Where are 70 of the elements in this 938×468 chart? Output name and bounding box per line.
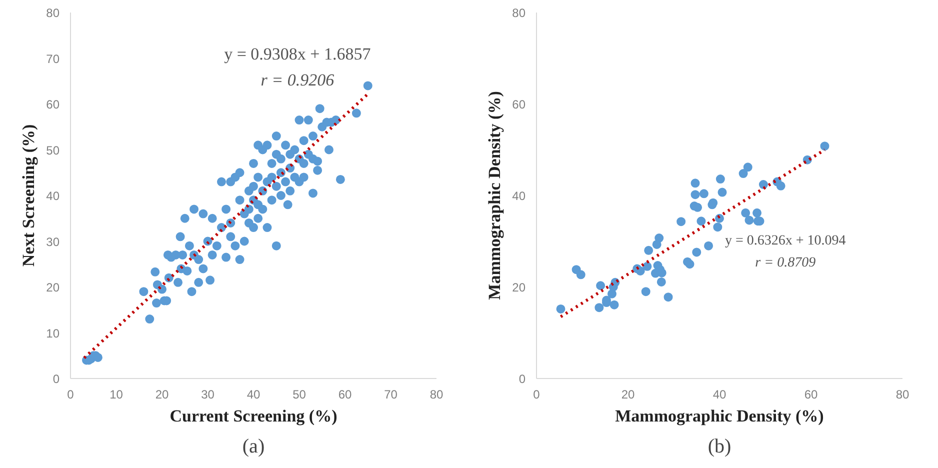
annotation: r = 0.9206	[260, 70, 335, 90]
x-tick-label: 10	[110, 388, 124, 402]
y-tick-label: 0	[52, 372, 60, 386]
point	[690, 190, 700, 200]
y-tick-label: 70	[46, 52, 60, 66]
point	[738, 169, 748, 178]
y-tick-label: 60	[46, 98, 60, 112]
point	[636, 266, 645, 276]
x-tick-label: 50	[292, 388, 306, 402]
annotation: r = 0.8709	[755, 256, 816, 271]
x-tick-label: 30	[201, 388, 215, 402]
x-tick-label: 20	[155, 388, 169, 402]
point	[690, 178, 700, 188]
point	[741, 208, 750, 218]
x-axis-title: Mammographic Density (%)	[615, 406, 824, 426]
point	[576, 270, 586, 280]
point	[654, 234, 664, 243]
x-tick-label: 60	[804, 388, 818, 402]
point	[642, 262, 652, 271]
point	[644, 246, 654, 255]
x-tick-label: 0	[67, 388, 74, 402]
text: (a)	[242, 436, 265, 458]
point	[693, 202, 702, 212]
point	[776, 181, 786, 190]
point	[676, 217, 686, 226]
point	[556, 304, 566, 314]
x-tick-label: 80	[896, 388, 910, 402]
x-tick-label: 40	[712, 388, 726, 402]
point	[685, 260, 694, 269]
point	[820, 142, 830, 151]
point	[610, 300, 619, 310]
y-tick-label: 40	[512, 189, 526, 203]
x-tick-label: 60	[338, 388, 352, 402]
point	[752, 208, 762, 218]
point	[664, 292, 673, 302]
y-tick-label: 50	[46, 143, 60, 158]
point	[692, 248, 702, 257]
annotation: y = 0.9308x + 1.6857	[224, 44, 372, 64]
y-tick-label: 10	[46, 326, 60, 340]
y-tick-label: 80	[512, 6, 526, 20]
point	[641, 287, 650, 296]
point	[699, 189, 708, 198]
x-tick-label: 80	[430, 388, 444, 402]
x-tick-label: 0	[533, 388, 540, 402]
point	[696, 216, 706, 226]
y-axis-title: Mammographic Density (%)	[485, 91, 504, 300]
point	[594, 303, 604, 312]
y-tick-label: 30	[46, 234, 60, 249]
point	[656, 277, 666, 286]
x-tick-label: 40	[246, 388, 260, 402]
y-tick-label: 20	[46, 280, 60, 294]
y-tick-label: 80	[46, 6, 60, 20]
x-tick-label: 20	[621, 388, 635, 402]
point	[716, 174, 725, 184]
y-axis-title: Next Screening (%)	[19, 124, 38, 267]
point	[713, 222, 722, 232]
text: (b)	[708, 436, 732, 458]
x-tick-label: 70	[384, 388, 398, 402]
point	[743, 162, 752, 172]
point	[704, 241, 714, 250]
annotation: y = 0.6326x + 10.094	[724, 234, 846, 249]
point	[758, 180, 768, 190]
y-tick-label: 60	[512, 98, 526, 112]
y-tick-label: 20	[512, 280, 526, 294]
point	[596, 281, 606, 290]
point	[718, 188, 727, 197]
y-tick-label: 40	[46, 189, 60, 203]
y-tick-label: 0	[518, 372, 526, 386]
x-axis-title: Current Screening (%)	[170, 406, 338, 426]
point	[744, 216, 754, 225]
